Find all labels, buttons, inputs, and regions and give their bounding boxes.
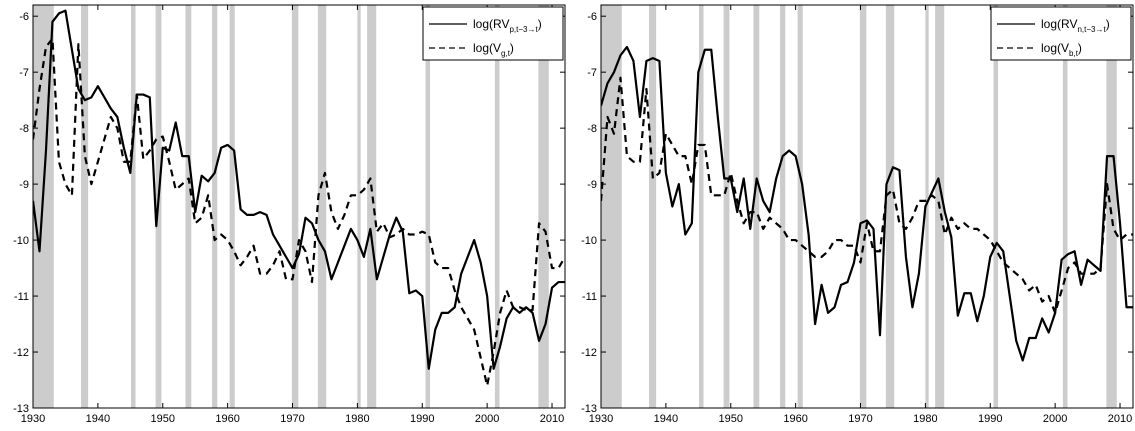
y-tick-label: -12 (581, 347, 597, 359)
recession-band (925, 5, 929, 408)
legend-box (422, 6, 564, 61)
legend-box (990, 6, 1132, 61)
legend: log(RVp,t−3→t) log(Vg,t) (422, 6, 564, 61)
recession-band (130, 5, 136, 408)
recession-band (797, 5, 803, 408)
x-tick-label: 1950 (719, 413, 743, 425)
series-line-dashed (33, 37, 565, 387)
recession-band (698, 5, 704, 408)
recession-band (425, 5, 431, 408)
recession-band (212, 5, 218, 408)
series-line-solid (33, 9, 565, 370)
y-tick-label: -8 (19, 123, 29, 135)
x-tick-label: 1960 (783, 413, 807, 425)
x-tick-label: 1940 (654, 413, 678, 425)
recession-band (357, 5, 361, 408)
recession-band (723, 5, 730, 408)
x-tick-label: 1950 (151, 413, 175, 425)
recession-band (649, 5, 657, 408)
y-tick-label: -11 (14, 291, 29, 303)
y-tick-label: -13 (581, 403, 597, 415)
series-lines (33, 9, 565, 387)
legend: log(RVn,t−3→t) log(Vb,t) (990, 6, 1132, 61)
y-tick-label: -6 (587, 11, 597, 23)
recession-band (780, 5, 786, 408)
recession-band (81, 5, 89, 408)
legend-label: log(Vb,t) (1041, 41, 1082, 58)
chart-panel-left: 1930 1940 1950 1960 1970 1980 1990 2000 2010 -13 -… (13, 4, 566, 425)
x-tick-label: 2000 (475, 413, 499, 425)
x-tick-label: 2010 (540, 413, 564, 425)
x-tick-label: 1940 (86, 413, 110, 425)
legend-label: log(RVn,t−3→t) (1041, 17, 1110, 34)
x-tick-label: 1990 (978, 413, 1002, 425)
y-tick-label: -12 (13, 347, 29, 359)
recession-band (291, 5, 299, 408)
y-tick-label: -7 (587, 67, 597, 79)
recession-band (1062, 5, 1068, 408)
x-tick-label: 1980 (345, 413, 369, 425)
recession-band (753, 5, 760, 408)
y-tick-label: -9 (19, 179, 29, 191)
y-tick-label: -11 (582, 291, 597, 303)
recession-band (885, 5, 895, 408)
chart-panel-right: 1930 1940 1950 1960 1970 1980 1990 2000 2010 -13 -… (581, 4, 1134, 425)
x-tick-label: 1970 (280, 413, 304, 425)
series-lines (601, 45, 1133, 362)
recession-band (367, 5, 377, 408)
y-tick-label: -13 (13, 403, 29, 415)
x-tick-label: 1930 (21, 413, 45, 425)
series-line-solid (601, 45, 1133, 362)
y-tick-label: -8 (587, 123, 597, 135)
x-tick-label: 1930 (589, 413, 613, 425)
y-tick-label: -9 (587, 179, 597, 191)
recession-band (185, 5, 192, 408)
y-tick-label: -6 (19, 11, 29, 23)
y-tick-label: -10 (581, 235, 597, 247)
y-tick-label: -10 (13, 235, 29, 247)
y-tick-label: -7 (19, 67, 29, 79)
recession-band (601, 5, 622, 408)
legend-label: log(Vg,t) (473, 41, 514, 58)
recession-band (317, 5, 327, 408)
recession-bands (33, 5, 549, 408)
x-tick-label: 2010 (1108, 413, 1132, 425)
plot-frame (600, 4, 1134, 409)
recession-band (494, 5, 500, 408)
recession-band (229, 5, 235, 408)
x-tick-label: 1990 (410, 413, 434, 425)
x-tick-label: 1970 (848, 413, 872, 425)
x-tick-label: 2000 (1043, 413, 1067, 425)
plot-frame (32, 4, 566, 409)
recession-band (859, 5, 867, 408)
recession-band (1106, 5, 1117, 408)
x-tick-label: 1980 (913, 413, 937, 425)
recession-band (993, 5, 999, 408)
x-tick-label: 1960 (215, 413, 239, 425)
legend-label: log(RVp,t−3→t) (473, 17, 542, 34)
recession-bands (601, 5, 1117, 408)
series-line-dashed (601, 76, 1133, 314)
recession-band (538, 5, 549, 408)
